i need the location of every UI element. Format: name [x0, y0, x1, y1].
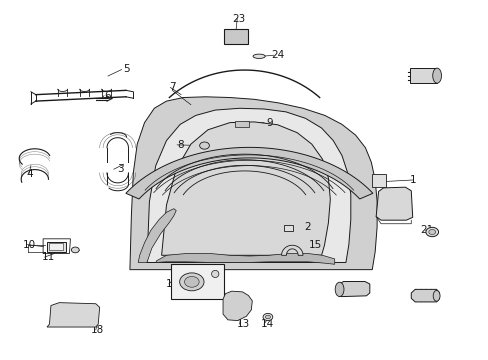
Polygon shape: [138, 209, 176, 262]
Text: 2: 2: [304, 222, 310, 232]
Circle shape: [425, 227, 438, 237]
Polygon shape: [47, 303, 100, 327]
Text: 8: 8: [177, 140, 183, 150]
Text: 11: 11: [42, 252, 55, 262]
Circle shape: [265, 315, 270, 319]
Polygon shape: [284, 225, 293, 231]
Circle shape: [428, 229, 435, 234]
Ellipse shape: [432, 291, 439, 301]
Polygon shape: [147, 108, 350, 262]
Circle shape: [184, 276, 199, 287]
Text: 15: 15: [308, 240, 321, 250]
Circle shape: [179, 273, 203, 291]
Text: 1: 1: [408, 175, 415, 185]
Text: 4: 4: [26, 168, 33, 179]
Circle shape: [199, 142, 209, 149]
Ellipse shape: [432, 68, 441, 83]
Polygon shape: [125, 147, 372, 199]
Text: 16: 16: [165, 279, 179, 289]
Polygon shape: [409, 68, 436, 83]
Polygon shape: [281, 245, 303, 255]
Text: 12: 12: [387, 199, 401, 210]
Polygon shape: [410, 289, 439, 302]
Text: 6: 6: [104, 91, 111, 101]
Polygon shape: [224, 29, 248, 44]
Text: 20: 20: [344, 285, 357, 296]
Polygon shape: [161, 122, 330, 255]
Circle shape: [71, 247, 79, 253]
Text: 24: 24: [270, 50, 284, 60]
Circle shape: [263, 314, 272, 320]
Text: 19: 19: [413, 68, 427, 78]
Text: 10: 10: [22, 239, 36, 249]
Text: 21: 21: [420, 225, 433, 235]
Text: 23: 23: [231, 14, 245, 24]
Polygon shape: [156, 253, 334, 264]
Polygon shape: [47, 242, 65, 252]
Polygon shape: [339, 282, 369, 297]
Polygon shape: [223, 291, 252, 320]
Text: 9: 9: [266, 118, 273, 128]
Text: 7: 7: [169, 82, 175, 93]
Polygon shape: [234, 121, 249, 127]
Polygon shape: [171, 264, 224, 299]
Text: 18: 18: [90, 325, 103, 335]
Polygon shape: [375, 187, 412, 220]
Polygon shape: [130, 97, 376, 270]
Text: 3: 3: [117, 164, 123, 174]
Polygon shape: [49, 243, 63, 250]
Text: 13: 13: [236, 319, 250, 329]
Text: 5: 5: [123, 64, 129, 74]
Ellipse shape: [334, 282, 343, 297]
Text: 17: 17: [195, 265, 208, 275]
Polygon shape: [371, 174, 385, 187]
Ellipse shape: [211, 270, 219, 278]
Ellipse shape: [252, 54, 264, 58]
Text: 22: 22: [416, 291, 430, 301]
Text: 14: 14: [261, 319, 274, 329]
